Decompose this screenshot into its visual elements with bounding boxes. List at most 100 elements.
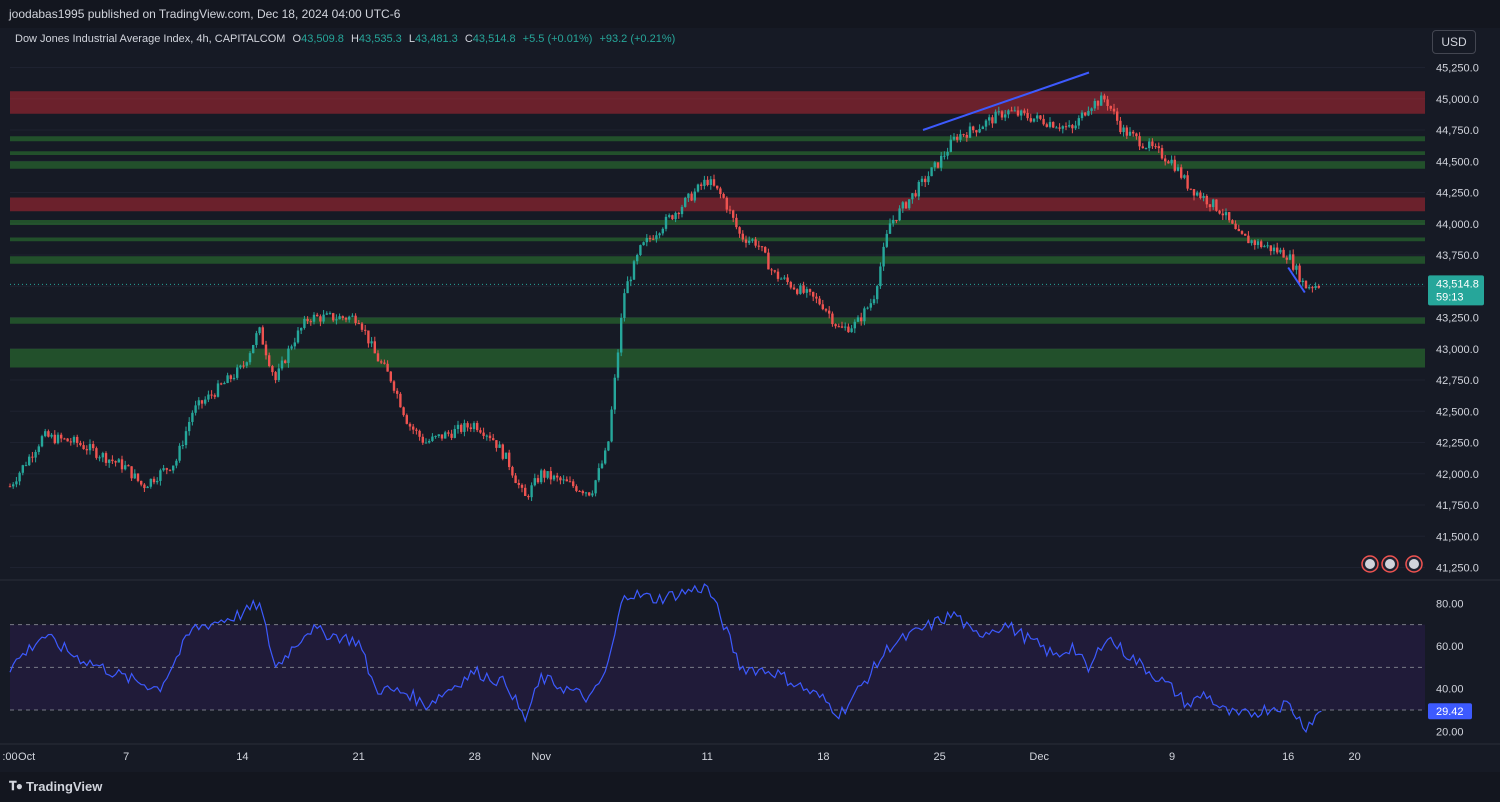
candle-down [344,317,348,320]
candle-up [15,481,18,485]
price-tick-label: 42,750.0 [1436,375,1479,387]
candle-up [1170,159,1173,164]
tradingview-logo[interactable]: 𝐓● TradingView [9,779,102,794]
candle-down [722,194,725,198]
candle-up [98,457,101,459]
candle-down [1112,108,1116,112]
candle-down [1173,159,1176,171]
candle-up [1250,240,1253,244]
candle-down [1026,112,1029,119]
candle-down [796,289,799,294]
candle-up [1202,195,1205,198]
candle-up [680,206,684,215]
price-axis: 45,250.0 45,000.0 44,750.0 44,500.0 44,250.0… [1436,63,1479,575]
candle-up [600,463,604,469]
candle-up [1032,118,1036,122]
candle-up [1090,108,1093,111]
candle-down [354,315,357,324]
candle-down [1039,115,1042,119]
candle-up [434,435,437,437]
candle-up [1212,199,1215,208]
currency-button[interactable]: USD [1432,30,1476,54]
rsi-tick-label: 40.00 [1436,684,1464,696]
candle-up [552,475,556,480]
price-tick-label: 41,250.0 [1436,563,1479,575]
candle-up [636,255,639,262]
candle-up [693,191,696,201]
candle-down [1298,265,1301,283]
candle-up [863,308,866,322]
candle-down [31,456,34,458]
price-tick-label: 44,750.0 [1436,125,1479,137]
candle-down [408,423,412,427]
candle-down [860,317,863,322]
candle-down [360,323,364,330]
low-value: 43,481.3 [414,33,458,45]
candle-down [1317,285,1320,288]
chart-area[interactable]: 45,250.0 45,000.0 44,750.0 44,500.0 44,250.0… [0,28,1500,772]
rsi-tick-label: 60.00 [1436,641,1464,653]
supply-zone [10,197,1425,212]
candle-up [431,436,434,441]
candle-down [1189,188,1192,190]
price-tick-label: 42,000.0 [1436,469,1479,481]
candle-up [498,444,501,448]
symbol-name: Dow Jones Industrial Average Index, 4h, … [15,33,286,45]
candle-up [191,412,194,422]
candle-down [770,269,773,271]
candle-up [101,453,104,458]
candle-up [18,472,21,482]
candle-up [645,238,648,243]
candle-up [674,212,677,220]
candle-down [514,475,517,484]
candle-up [885,233,888,247]
candle-up [245,362,248,366]
candle-down [738,227,741,234]
candle-down [111,459,114,462]
candle-down [671,215,674,220]
publisher-line: joodabas1995 published on TradingView.co… [9,7,401,21]
candle-up [1263,246,1266,248]
candle-up [226,375,229,384]
candle-up [444,432,447,439]
candle-down [1023,110,1026,113]
candle-down [706,179,709,185]
candle-up [124,465,127,470]
candle-up [133,473,136,479]
candle-down [1138,136,1141,147]
candle-up [533,478,536,486]
candle-up [504,452,508,459]
candle-down [1010,110,1013,112]
candle-up [994,111,997,124]
candle-up [325,313,328,315]
candle-up [620,317,623,353]
rsi-tick-label: 20.00 [1436,726,1464,738]
candle-down [268,355,271,367]
candle-down [242,365,245,367]
candle-up [287,348,290,363]
candle-up [146,486,149,489]
candle-down [732,210,735,218]
candle-up [911,193,914,200]
low-label: L [408,33,415,45]
candle-down [1215,199,1218,211]
candle-down [821,304,824,310]
demand-zone [10,348,1425,368]
candle-up [613,377,616,410]
candle-up [216,383,220,397]
price-tick-label: 43,250.0 [1436,313,1479,325]
candle-down [1311,287,1314,289]
candle-down [1285,257,1288,260]
candle-down [85,449,88,451]
supply-zone [10,91,1425,114]
candle-down [1157,146,1160,149]
candle-down [936,162,940,168]
demand-zone [10,136,1425,142]
candle-down [1208,204,1212,208]
rsi-value-tag [1428,703,1472,720]
last-price-tag [1428,275,1484,306]
candle-down [82,445,85,450]
chart-canvas[interactable]: 45,250.0 45,000.0 44,750.0 44,500.0 44,250.0… [0,28,1500,772]
candle-down [786,277,789,283]
candle-down [1231,220,1234,224]
